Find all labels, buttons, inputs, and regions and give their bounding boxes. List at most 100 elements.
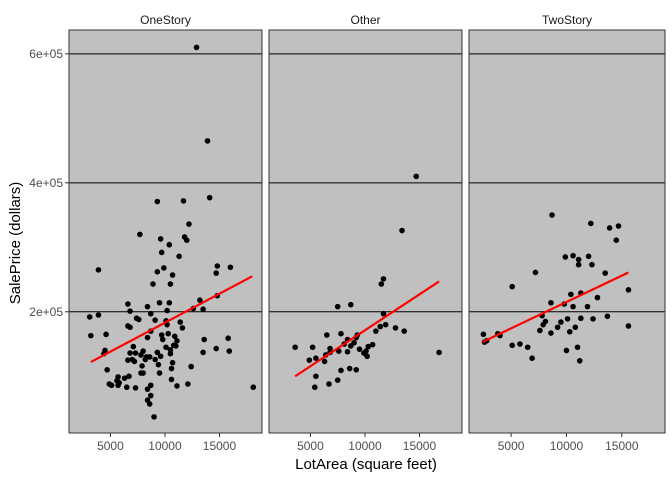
data-point — [174, 337, 180, 344]
data-point — [214, 263, 221, 269]
y-tick-label: 6e+05 — [29, 47, 63, 61]
data-point — [373, 328, 379, 334]
data-point — [144, 334, 151, 341]
data-point — [156, 370, 163, 376]
trend-line — [90, 275, 253, 364]
panel-other: Other 5000 10000 15000 — [268, 8, 463, 453]
facet-strip — [269, 8, 462, 30]
trend-line — [294, 280, 440, 378]
panels-layer: OneStory 5000 10000 15000 Other 5000 10000 1500… — [68, 8, 666, 453]
data-point — [226, 348, 233, 354]
data-point — [127, 350, 133, 356]
data-point — [380, 276, 387, 282]
data-point — [380, 310, 387, 317]
data-point — [155, 361, 162, 368]
facet-label: TwoStory — [542, 13, 592, 27]
data-point — [142, 356, 149, 363]
data-point — [338, 330, 344, 337]
data-point — [156, 299, 163, 306]
data-point — [167, 281, 174, 287]
data-point — [377, 323, 384, 330]
x-tick-label: 10000 — [550, 439, 584, 453]
data-point — [572, 324, 579, 331]
data-point — [575, 261, 582, 268]
data-point — [168, 365, 175, 372]
data-point — [365, 343, 372, 350]
data-point — [606, 225, 613, 231]
panel-onestory: OneStory 5000 10000 15000 — [68, 8, 263, 453]
data-point — [562, 254, 569, 260]
data-point — [344, 348, 351, 355]
data-point — [590, 316, 596, 322]
data-point — [163, 344, 169, 351]
data-point — [131, 358, 138, 365]
data-point — [166, 241, 173, 248]
data-point — [125, 357, 131, 363]
data-point — [188, 363, 194, 370]
panel-twostory: TwoStory 5000 10000 15000 — [468, 8, 666, 453]
data-point — [180, 198, 187, 204]
data-point — [132, 385, 139, 391]
facet-label: Other — [350, 13, 380, 27]
data-point — [213, 345, 220, 352]
data-point — [104, 367, 110, 373]
panel-background — [269, 30, 462, 433]
panel-background — [469, 30, 665, 433]
data-point — [139, 363, 145, 369]
data-point — [138, 352, 144, 358]
data-point — [147, 310, 154, 317]
data-point — [327, 345, 333, 352]
data-point — [144, 386, 151, 392]
data-point — [171, 333, 178, 340]
data-point — [157, 236, 164, 242]
data-point — [169, 359, 176, 366]
x-tick-label: 5000 — [97, 439, 124, 453]
data-point — [95, 312, 102, 318]
data-point — [186, 221, 192, 227]
data-point — [613, 237, 620, 244]
data-point — [161, 265, 167, 271]
data-point — [183, 237, 190, 244]
data-point — [123, 384, 130, 391]
y-axis-title: SalePrice (dollars) — [7, 182, 24, 305]
data-point — [167, 350, 174, 357]
data-point — [146, 401, 153, 407]
x-axis-title: LotArea (square feet) — [295, 456, 437, 473]
data-point — [158, 249, 165, 256]
data-point — [548, 330, 554, 336]
data-point — [323, 332, 330, 338]
data-point — [227, 264, 234, 271]
data-point — [436, 349, 442, 356]
data-point — [401, 328, 408, 334]
data-point — [292, 344, 298, 351]
data-point — [154, 198, 161, 205]
x-tick-label: 5000 — [297, 439, 324, 453]
data-point — [563, 347, 570, 354]
data-point — [130, 343, 137, 350]
data-point — [152, 356, 158, 363]
data-point — [392, 325, 399, 331]
data-point — [588, 220, 594, 227]
data-point — [103, 331, 109, 338]
facet-strip — [69, 8, 262, 30]
data-point — [200, 306, 206, 312]
data-point — [369, 341, 376, 348]
facet-label: OneStory — [140, 13, 191, 27]
data-point — [88, 332, 94, 339]
data-point — [554, 324, 561, 331]
data-point — [326, 381, 332, 387]
data-point — [566, 328, 573, 335]
data-point — [564, 316, 571, 322]
data-point — [154, 349, 161, 356]
data-point — [125, 323, 131, 329]
data-point — [529, 355, 535, 362]
x-tick-label: 15000 — [403, 439, 437, 453]
data-point — [509, 342, 515, 349]
data-point — [95, 267, 102, 273]
data-point — [604, 313, 611, 320]
data-point — [548, 299, 554, 306]
data-point — [125, 301, 131, 307]
data-point — [517, 341, 523, 347]
data-point — [147, 392, 154, 399]
data-point — [532, 269, 539, 276]
